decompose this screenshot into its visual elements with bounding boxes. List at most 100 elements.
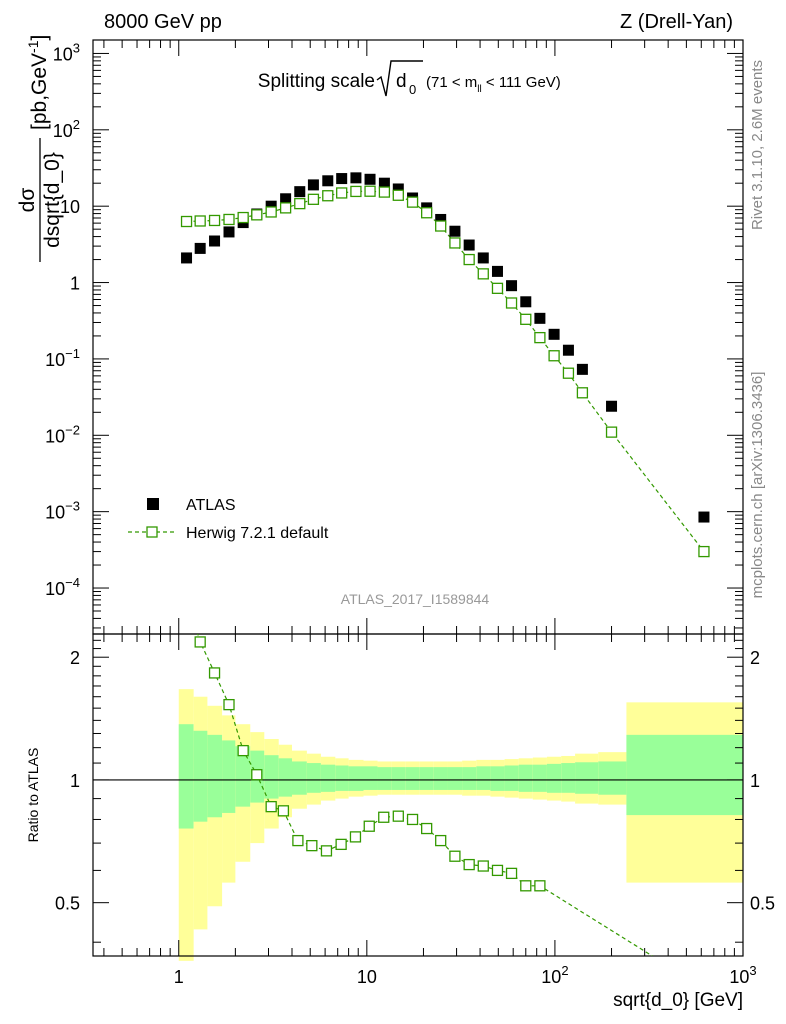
- x-tick-label-2: 102: [541, 963, 568, 987]
- herwig-point-11: [336, 187, 348, 199]
- ratio-point-8: [306, 839, 318, 852]
- atlas-point-27: [562, 344, 574, 356]
- y-tick-label-1-base: 10: [45, 503, 65, 523]
- ratio-point-4: [251, 769, 263, 781]
- herwig-point-3: [223, 213, 235, 226]
- x-tick-label-3: 103: [729, 963, 756, 987]
- band-inner-11: [335, 765, 349, 791]
- ylabel-den: dsqrt{d_0}: [41, 152, 64, 248]
- x-tick-label-2-base: 10: [541, 967, 561, 987]
- atlas-point-22: [491, 265, 503, 277]
- atlas-point-11: [336, 173, 348, 185]
- atlas-point-23: [506, 280, 518, 292]
- band-inner-28: [575, 762, 599, 794]
- band-inner-16: [405, 767, 420, 790]
- ratio-point-24: [534, 880, 546, 892]
- band-inner-18: [433, 767, 448, 790]
- band-inner-22: [490, 766, 505, 791]
- r-tick-label-left-0: 0.5: [55, 894, 80, 914]
- atlas-point-28: [576, 363, 588, 375]
- y-tick-label-3: 10−1: [45, 346, 80, 370]
- main-series: [180, 172, 710, 558]
- band-inner-19: [447, 767, 463, 790]
- y-tick-label-4: 1: [70, 274, 80, 294]
- legend: ATLAS Herwig 7.2.1 default: [128, 497, 329, 542]
- x-tick-label-2-sup: 2: [561, 963, 568, 978]
- band-inner-14: [377, 767, 392, 790]
- herwig-point-6: [265, 206, 277, 218]
- band-inner-25: [532, 764, 547, 792]
- atlas-point-0: [181, 252, 193, 264]
- r-tick-label-right-2: 2: [750, 648, 760, 668]
- band-inner-0: [178, 724, 194, 829]
- x-tick-label-1-base: 10: [357, 967, 377, 987]
- herwig-point-28: [576, 387, 589, 399]
- atlas-point-15: [392, 183, 404, 195]
- y-tick-label-0-sup: −4: [65, 575, 80, 590]
- main-frame: [92, 39, 744, 635]
- band-inner-9: [306, 763, 321, 793]
- atlas-point-9: [307, 179, 319, 191]
- herwig-point-12: [350, 185, 362, 198]
- atlas-point-3: [223, 226, 235, 238]
- band-inner-13: [363, 766, 378, 790]
- atlas-point-13: [364, 173, 376, 185]
- atlas-point-6: [265, 200, 277, 212]
- band-inner-4: [235, 746, 251, 807]
- title-main: Splitting scale: [258, 71, 375, 92]
- ratio-point-21: [491, 864, 504, 877]
- herwig-point-23: [505, 297, 518, 309]
- band-inner-29: [598, 761, 627, 795]
- ratio-point-20: [477, 860, 489, 872]
- y-tick-label-4-base: 1: [70, 274, 80, 294]
- y-tick-label-7-sup: 3: [73, 40, 80, 55]
- y-tick-label-3-sup: −1: [65, 346, 80, 361]
- ratio-point-3: [237, 744, 249, 757]
- band-inner-6: [264, 755, 279, 799]
- herwig-point-27: [562, 367, 575, 379]
- title-sqrt: d: [396, 71, 407, 92]
- band-inner-7: [278, 758, 292, 797]
- ratio-ylabel: Ratio to ATLAS: [25, 748, 41, 843]
- ratio-point-17: [435, 834, 447, 847]
- title-cut: (71 < mll < 111 GeV): [426, 74, 561, 95]
- atlas-point-30: [698, 511, 710, 523]
- ratio-point-23: [520, 880, 532, 892]
- r-tick-label-left-1: 1: [70, 771, 80, 791]
- r-tick-label-right-1: 1: [750, 771, 760, 791]
- ratio-bands: [178, 689, 743, 961]
- y-tick-label-1-sup: −3: [65, 499, 80, 514]
- r-tick-label-right-0: 0.5: [750, 894, 775, 914]
- ratio-point-2: [223, 698, 235, 711]
- atlas-point-19: [449, 225, 461, 237]
- y-tick-label-5-base: 10: [60, 197, 80, 217]
- atlas-point-29: [606, 400, 618, 412]
- y-tick-label-1: 10−3: [45, 499, 80, 523]
- herwig-point-26: [548, 350, 560, 362]
- atlas-point-2: [209, 235, 221, 247]
- legend-atlas-label: ATLAS: [186, 497, 236, 514]
- band-inner-15: [391, 767, 406, 790]
- rivet-label: Rivet 3.1.10, 2.6M events: [749, 60, 766, 230]
- band-inner-20: [462, 767, 477, 790]
- atlas-point-24: [520, 296, 532, 308]
- band-inner-24: [518, 764, 533, 792]
- r-tick-label-right-0-base: 0.5: [750, 894, 775, 914]
- ratio-point-13: [378, 811, 390, 823]
- x-tick-label-1: 10: [357, 967, 377, 987]
- atlas-point-14: [378, 177, 390, 189]
- herwig-point-14: [378, 186, 391, 198]
- legend-herwig-label: Herwig 7.2.1 default: [186, 525, 329, 542]
- ratio-point-16: [421, 822, 433, 835]
- ratio-point-7: [292, 834, 304, 847]
- x-tick-label-3-base: 10: [729, 967, 749, 987]
- herwig-point-15: [392, 189, 404, 201]
- r-tick-label-left-1-base: 1: [70, 771, 80, 791]
- band-inner-3: [222, 740, 236, 813]
- herwig-point-22: [491, 282, 504, 294]
- y-tick-label-3-base: 10: [45, 350, 65, 370]
- ratio-point-9: [320, 845, 333, 857]
- atlas-point-20: [463, 239, 475, 251]
- herwig-point-16: [406, 196, 419, 208]
